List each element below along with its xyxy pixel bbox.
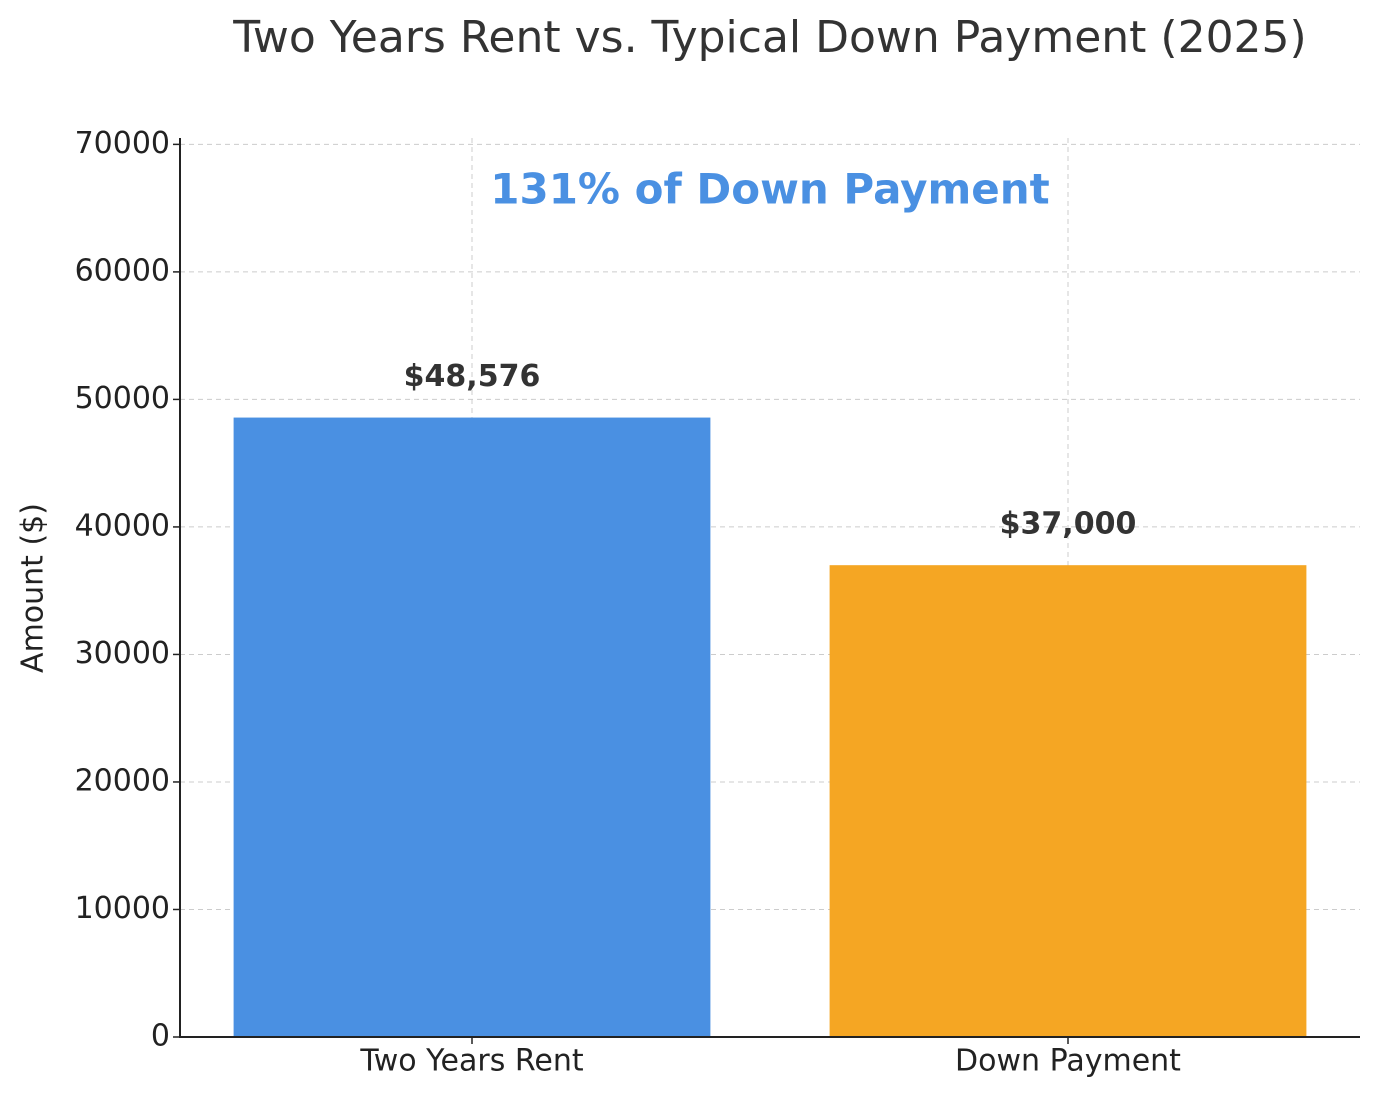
y-axis-label: Amount ($) xyxy=(16,503,51,673)
value-label: $37,000 xyxy=(1000,507,1137,542)
x-tick-label: Down Payment xyxy=(955,1044,1181,1079)
bar xyxy=(829,565,1307,1037)
x-tick-label: Two Years Rent xyxy=(359,1044,583,1079)
y-tick-label: 70000 xyxy=(75,126,170,161)
y-tick-label: 0 xyxy=(151,1019,170,1054)
annotation: 131% of Down Payment xyxy=(490,165,1049,214)
bar xyxy=(233,417,711,1037)
y-tick-label: 20000 xyxy=(75,763,170,798)
y-tick-label: 10000 xyxy=(75,891,170,926)
y-tick-label: 60000 xyxy=(75,253,170,288)
y-tick-label: 30000 xyxy=(75,636,170,671)
value-label: $48,576 xyxy=(404,359,541,394)
chart-title: Two Years Rent vs. Typical Down Payment … xyxy=(232,12,1306,63)
y-tick-label: 50000 xyxy=(75,381,170,416)
y-tick-label: 40000 xyxy=(75,508,170,543)
